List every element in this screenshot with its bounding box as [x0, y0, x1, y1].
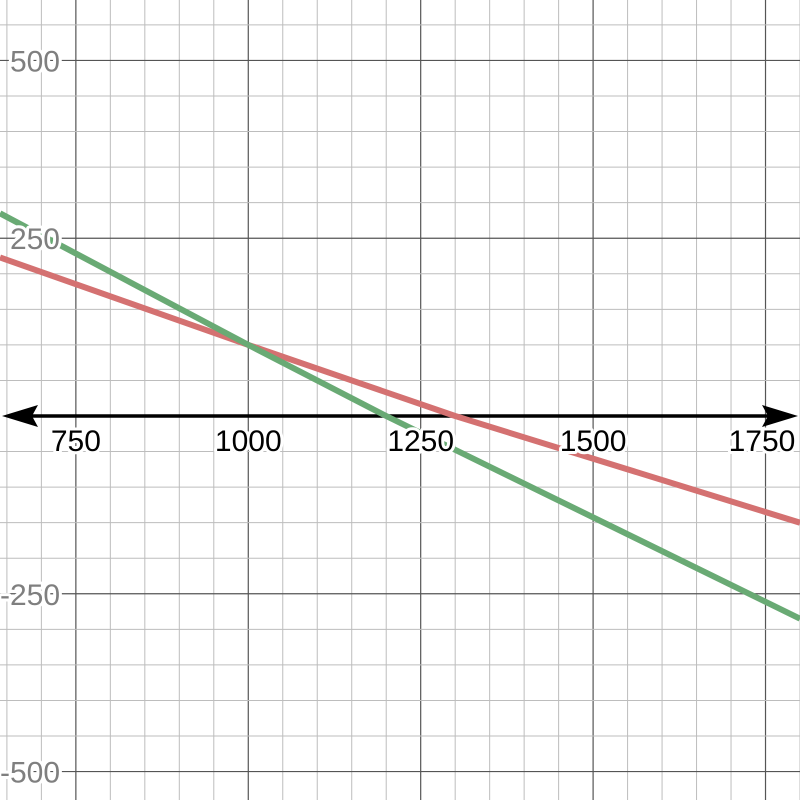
series-line-2	[0, 210, 800, 622]
x-tick-label: 1750	[729, 425, 796, 458]
axes	[2, 405, 798, 427]
series-line-1	[0, 254, 800, 526]
x-tick-label: 1250	[387, 425, 454, 458]
series-layer	[0, 210, 800, 622]
x-tick-label: 1000	[215, 425, 282, 458]
x-tick-label: 1500	[560, 425, 627, 458]
y-tick-label: 250	[10, 223, 60, 256]
x-axis-arrow-left-icon	[2, 405, 38, 427]
y-tick-label: -250	[0, 579, 60, 612]
y-tick-label: -500	[0, 757, 60, 790]
tick-labels: 750 1000 1250 1500 1750 500 250 -250 -500	[0, 42, 798, 792]
y-tick-label: 500	[10, 45, 60, 78]
x-tick-label: 750	[51, 425, 101, 458]
x-axis-arrow-right-icon	[762, 405, 798, 427]
